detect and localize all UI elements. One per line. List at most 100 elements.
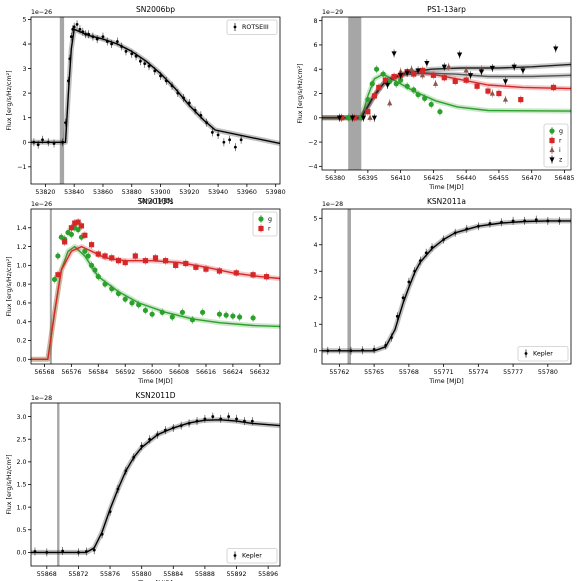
data-point bbox=[75, 22, 79, 26]
data-point bbox=[187, 101, 191, 105]
chart-title: SN2013fs bbox=[137, 197, 173, 206]
x-tick-label: 55872 bbox=[68, 571, 88, 578]
panel-sn2013fs: 56568 56576 56584 56592 56600 56608 56616 56624… bbox=[6, 197, 281, 385]
data-point bbox=[199, 113, 203, 117]
y-tick-label: 0.8 bbox=[16, 281, 26, 288]
axes-frame bbox=[30, 16, 281, 185]
legend-label: g bbox=[268, 216, 272, 223]
x-axis-label: Time [MJD] bbox=[137, 378, 172, 385]
data-point bbox=[411, 71, 417, 77]
data-point bbox=[88, 262, 95, 268]
data-point bbox=[442, 238, 446, 241]
axis-offset-label: 1e−28 bbox=[322, 201, 343, 208]
data-point bbox=[102, 253, 108, 259]
data-point bbox=[142, 258, 149, 264]
panel-ksn2011a: 55762 55765 55768 55771 55774 55777 55780 0 1 2 3 4… bbox=[313, 197, 572, 385]
data-point bbox=[64, 121, 67, 125]
legend-box bbox=[543, 123, 569, 168]
chart-title: PS1-13arp bbox=[427, 5, 466, 14]
legend-marker bbox=[233, 554, 237, 557]
data-point bbox=[149, 311, 155, 317]
data-point bbox=[374, 66, 380, 72]
data-point bbox=[496, 90, 502, 97]
y-tick-label: 2.0 bbox=[16, 459, 26, 466]
data-point bbox=[233, 270, 239, 276]
data-point bbox=[502, 96, 509, 102]
data-point bbox=[393, 81, 399, 87]
data-point bbox=[235, 417, 238, 421]
data-point bbox=[171, 426, 175, 430]
data-point bbox=[91, 35, 95, 39]
x-tick-label: 56440 bbox=[456, 175, 476, 182]
data-point bbox=[237, 314, 243, 320]
legend: gr bbox=[252, 211, 278, 237]
data-point bbox=[216, 311, 223, 317]
data-point bbox=[415, 68, 421, 74]
data-point bbox=[179, 424, 183, 428]
model-band bbox=[31, 417, 280, 555]
data-point bbox=[219, 417, 223, 421]
data-point bbox=[120, 45, 124, 48]
data-point bbox=[336, 115, 343, 121]
data-point bbox=[142, 307, 149, 314]
data-point bbox=[239, 138, 243, 142]
data-point bbox=[152, 255, 159, 261]
data-point bbox=[143, 62, 147, 66]
data-point bbox=[453, 231, 457, 235]
x-tick-label: 55774 bbox=[468, 369, 488, 376]
y-tick-label: 2 bbox=[22, 90, 26, 97]
y-tick-label: −4 bbox=[308, 164, 317, 171]
data-point bbox=[382, 77, 388, 83]
data-point bbox=[203, 266, 209, 272]
legend: Kepler bbox=[226, 548, 278, 564]
plot-area bbox=[322, 17, 571, 170]
y-tick-label: −2 bbox=[308, 139, 317, 146]
data-point bbox=[518, 96, 524, 103]
data-point bbox=[132, 253, 138, 259]
data-point bbox=[156, 433, 159, 437]
data-point bbox=[476, 224, 480, 228]
legend-box bbox=[226, 19, 278, 35]
data-point bbox=[159, 74, 162, 78]
data-point bbox=[179, 309, 186, 315]
y-tick-label: 1.0 bbox=[16, 263, 26, 270]
legend-marker bbox=[258, 225, 264, 232]
x-axis-label: Time [MJD] bbox=[428, 184, 463, 191]
model-line bbox=[31, 245, 280, 360]
data-point bbox=[148, 437, 151, 441]
data-point bbox=[216, 133, 220, 137]
x-tick-label: 56584 bbox=[88, 369, 108, 376]
data-point bbox=[169, 314, 175, 320]
data-point bbox=[419, 259, 422, 263]
data-point bbox=[419, 72, 426, 78]
data-point bbox=[130, 52, 134, 56]
axis-offset-label: 1e−28 bbox=[31, 395, 52, 402]
y-tick-label: 2.5 bbox=[16, 436, 26, 443]
y-tick-label: 0.0 bbox=[16, 550, 26, 557]
y-axis-label: Flux [erg/s/Hz/cm²] bbox=[6, 70, 13, 130]
data-point bbox=[428, 101, 434, 108]
data-point bbox=[68, 225, 74, 231]
legend-label: g bbox=[559, 128, 563, 135]
data-point bbox=[61, 140, 65, 144]
data-point bbox=[210, 131, 214, 134]
y-tick-label: 0 bbox=[22, 139, 26, 146]
data-point bbox=[68, 57, 72, 61]
data-point bbox=[390, 336, 393, 339]
legend-marker bbox=[524, 352, 528, 355]
x-tick-label: 56395 bbox=[358, 175, 378, 182]
x-tick-label: 55892 bbox=[227, 571, 247, 578]
data-point bbox=[62, 239, 68, 245]
data-point bbox=[404, 83, 410, 89]
data-point bbox=[84, 32, 88, 36]
panel-sn2006bp: 53820 53840 53860 53880 53900 53920 53940 53960… bbox=[6, 5, 286, 205]
legend-label: r bbox=[559, 138, 562, 145]
data-point bbox=[511, 219, 515, 223]
data-point bbox=[67, 79, 70, 83]
data-point bbox=[401, 296, 405, 300]
y-tick-label: 1.2 bbox=[16, 244, 26, 251]
data-point bbox=[398, 77, 404, 83]
chart-title: KSN2011D bbox=[135, 391, 175, 400]
data-point bbox=[33, 550, 37, 553]
